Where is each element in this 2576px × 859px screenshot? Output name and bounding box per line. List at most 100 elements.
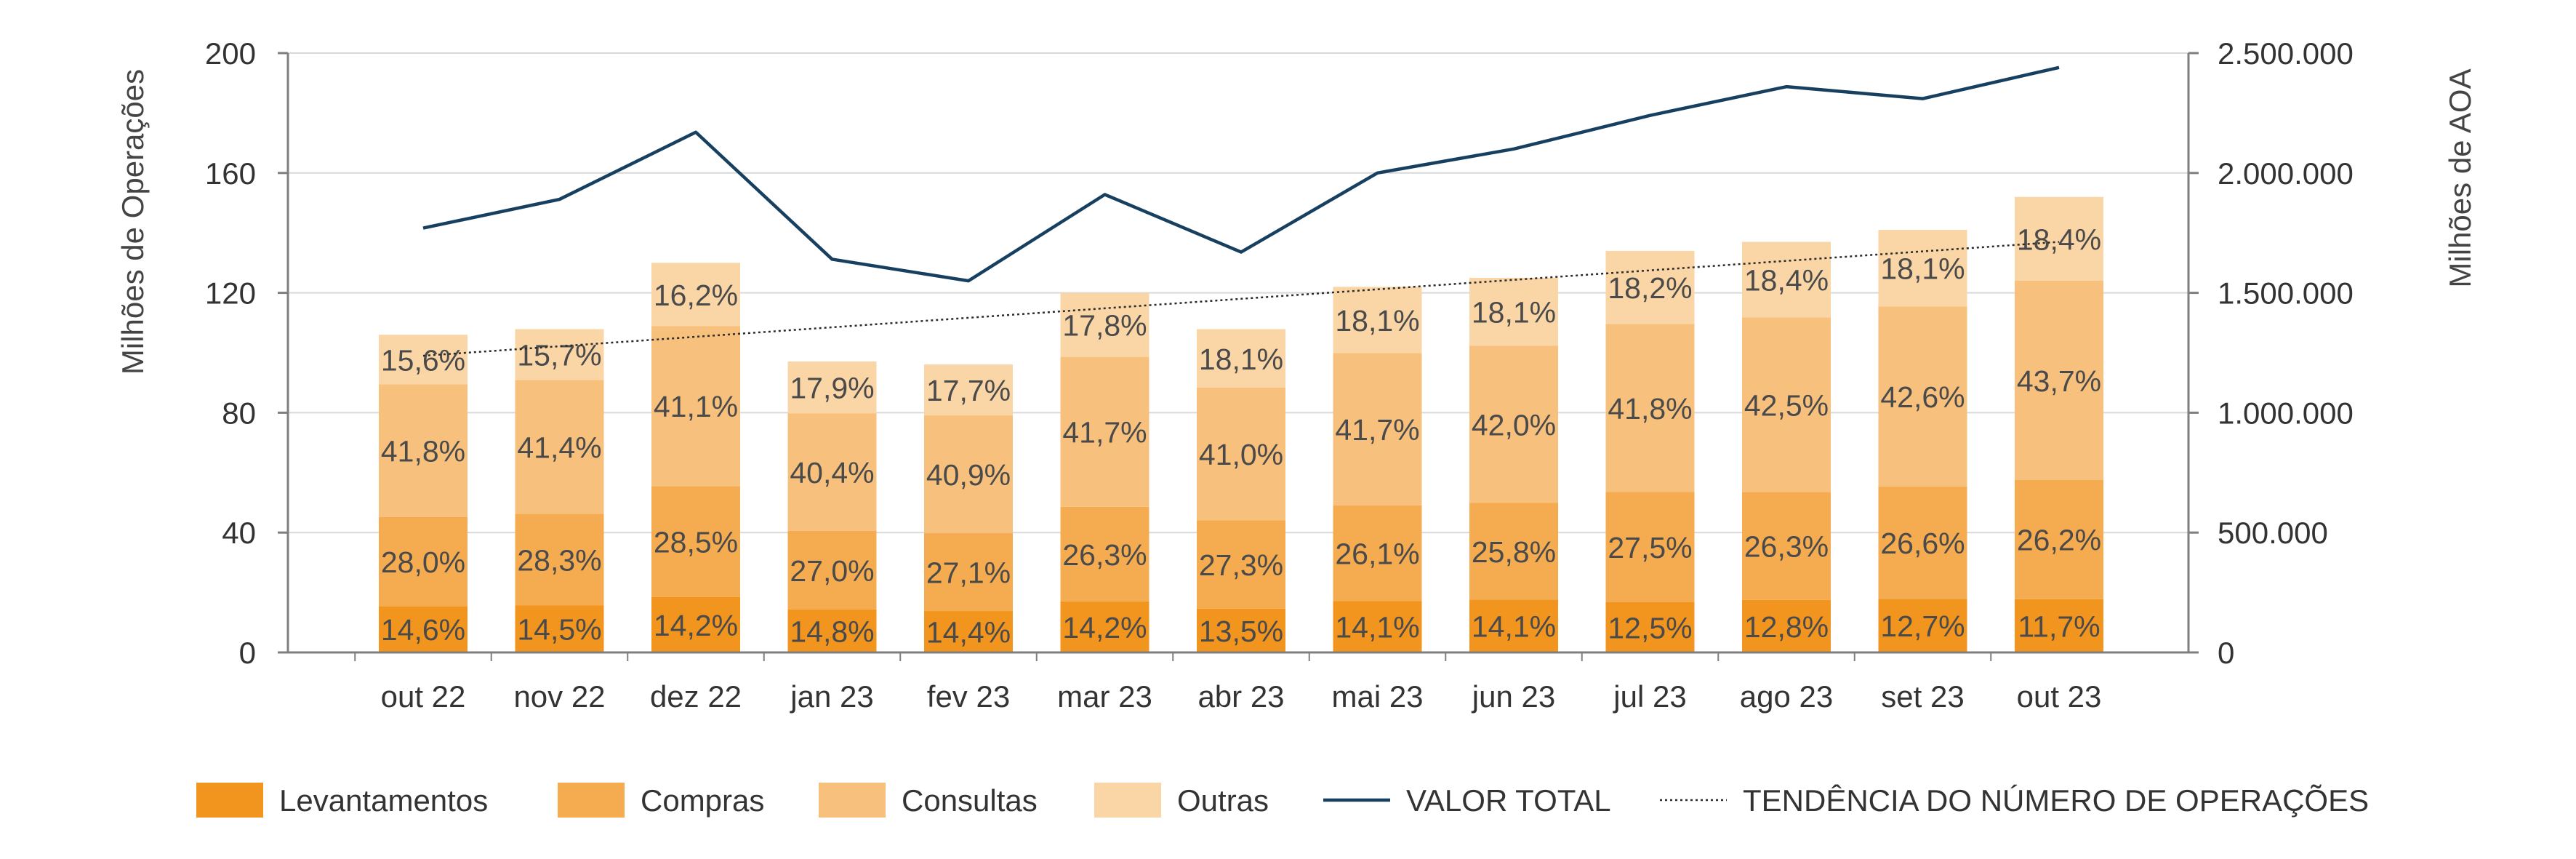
bar-segment-consultas bbox=[515, 380, 604, 514]
data-label: 28,0% bbox=[381, 546, 465, 579]
data-label: 43,7% bbox=[2017, 364, 2101, 398]
data-label: 18,1% bbox=[1335, 304, 1419, 337]
y-axis-right-title: Milhões de AOA bbox=[2443, 68, 2477, 287]
x-tick-label: dez 22 bbox=[650, 679, 742, 714]
data-label: 41,4% bbox=[517, 431, 601, 464]
data-label: 41,7% bbox=[1335, 413, 1419, 447]
bar-segment-outras bbox=[1469, 278, 1558, 346]
data-label: 12,7% bbox=[1880, 610, 1965, 643]
bar-segment-compras bbox=[651, 486, 740, 597]
x-tick-label: nov 22 bbox=[513, 679, 605, 714]
x-tick-label: jan 23 bbox=[789, 679, 873, 714]
data-label: 42,6% bbox=[1880, 380, 1965, 414]
data-label: 14,2% bbox=[1062, 611, 1147, 644]
bar-segment-compras bbox=[515, 514, 604, 606]
bar-segment-consultas bbox=[2015, 280, 2103, 480]
data-label: 41,8% bbox=[1608, 392, 1692, 425]
bar-segment-levantamentos bbox=[379, 606, 468, 652]
bar-segment-levantamentos bbox=[1878, 599, 1967, 652]
value-line-layer bbox=[422, 65, 2060, 283]
axes-layer: 0 40 80 120 160 200 0 500.000 1.000.000 1.500.000… bbox=[205, 36, 2354, 714]
bar-segment-outras bbox=[787, 361, 877, 414]
bar-segment-consultas bbox=[1469, 345, 1558, 503]
data-label: 28,5% bbox=[654, 526, 738, 559]
bar-segment-outras bbox=[1878, 230, 1967, 307]
y-tick-label-left: 40 bbox=[222, 516, 256, 550]
data-label: 14,4% bbox=[926, 616, 1011, 650]
data-label: 41,7% bbox=[1062, 416, 1147, 450]
bar-segment-levantamentos bbox=[1605, 602, 1695, 652]
bar-segment-compras bbox=[924, 532, 1013, 612]
bar-segment-consultas bbox=[1060, 356, 1149, 507]
bar-segment-compras bbox=[379, 516, 468, 607]
y-tick-label-left: 200 bbox=[205, 36, 256, 71]
bar-segment-consultas bbox=[787, 413, 877, 531]
data-label: 17,9% bbox=[790, 372, 874, 405]
data-label: 41,1% bbox=[654, 390, 738, 423]
data-label: 26,3% bbox=[1744, 530, 1829, 564]
value-total-line bbox=[422, 65, 2060, 283]
bar-segment-outras bbox=[1605, 250, 1695, 324]
y-tick-label-right: 1.000.000 bbox=[2218, 396, 2354, 430]
bar-segment-compras bbox=[1605, 492, 1695, 602]
data-label: 16,2% bbox=[654, 279, 738, 312]
data-label: 14,2% bbox=[654, 609, 738, 642]
data-label: 14,1% bbox=[1472, 610, 1556, 644]
y-tick-label-left: 80 bbox=[222, 396, 256, 430]
data-label: 28,3% bbox=[517, 544, 601, 578]
y-tick-label-left: 120 bbox=[205, 276, 256, 311]
bar-segment-levantamentos bbox=[1742, 599, 1831, 652]
data-label: 14,1% bbox=[1335, 611, 1419, 644]
bar-segment-consultas bbox=[1605, 324, 1695, 492]
bar-segment-levantamentos bbox=[1060, 601, 1149, 652]
y-tick-label-right: 500.000 bbox=[2218, 516, 2328, 550]
data-label: 15,6% bbox=[381, 343, 465, 377]
data-label: 18,4% bbox=[2017, 223, 2101, 256]
data-label: 17,7% bbox=[926, 374, 1011, 407]
bar-segment-outras bbox=[2015, 196, 2103, 281]
legend-swatch bbox=[196, 783, 263, 818]
bar-segment-outras bbox=[1060, 292, 1149, 357]
data-label: 40,9% bbox=[926, 458, 1011, 492]
y-tick-label-right: 0 bbox=[2218, 636, 2234, 670]
bar-segment-consultas bbox=[1197, 388, 1285, 521]
data-label: 27,5% bbox=[1608, 531, 1692, 564]
y-tick-label-right: 1.500.000 bbox=[2218, 276, 2354, 311]
bar-segment-compras bbox=[1878, 486, 1967, 599]
data-label: 27,3% bbox=[1199, 548, 1283, 582]
x-tick-label: mar 23 bbox=[1057, 679, 1152, 714]
data-label: 12,8% bbox=[1744, 610, 1829, 644]
legend-label: Consultas bbox=[902, 783, 1038, 818]
data-label: 27,0% bbox=[790, 554, 874, 588]
bar-segment-compras bbox=[1469, 503, 1558, 600]
data-label: 11,7% bbox=[2018, 610, 2100, 643]
legend: Levantamentos Compras Consultas Outras VALOR… bbox=[196, 783, 2369, 818]
bar-segment-levantamentos bbox=[1333, 601, 1422, 652]
data-label: 26,1% bbox=[1335, 538, 1419, 571]
bar-segment-compras bbox=[1742, 492, 1831, 600]
bar-segment-compras bbox=[787, 530, 877, 610]
bar-segment-compras bbox=[1197, 520, 1285, 609]
gridlines bbox=[288, 52, 2188, 534]
bar-segment-levantamentos bbox=[651, 596, 740, 652]
bar-segment-levantamentos bbox=[2015, 599, 2103, 652]
x-tick-label: set 23 bbox=[1881, 679, 1964, 714]
trend-line bbox=[422, 241, 2060, 357]
bar-segment-outras bbox=[1742, 241, 1831, 318]
legend-label: Outras bbox=[1177, 783, 1269, 818]
legend-swatch bbox=[1094, 783, 1161, 818]
data-label: 26,6% bbox=[1880, 527, 1965, 560]
data-label: 18,1% bbox=[1880, 252, 1965, 286]
bar-segment-levantamentos bbox=[515, 605, 604, 652]
data-label: 14,6% bbox=[381, 613, 465, 647]
bar-segment-levantamentos bbox=[787, 609, 877, 652]
y-tick-label-left: 0 bbox=[239, 636, 256, 670]
x-tick-label: ago 23 bbox=[1740, 679, 1833, 714]
x-tick-label: jul 23 bbox=[1612, 679, 1686, 714]
y-tick-label-left: 160 bbox=[205, 156, 256, 191]
x-tick-label: fev 23 bbox=[927, 679, 1010, 714]
legend-label: Compras bbox=[641, 783, 764, 818]
data-label: 17,8% bbox=[1062, 309, 1147, 343]
legend-label: VALOR TOTAL bbox=[1406, 783, 1611, 818]
